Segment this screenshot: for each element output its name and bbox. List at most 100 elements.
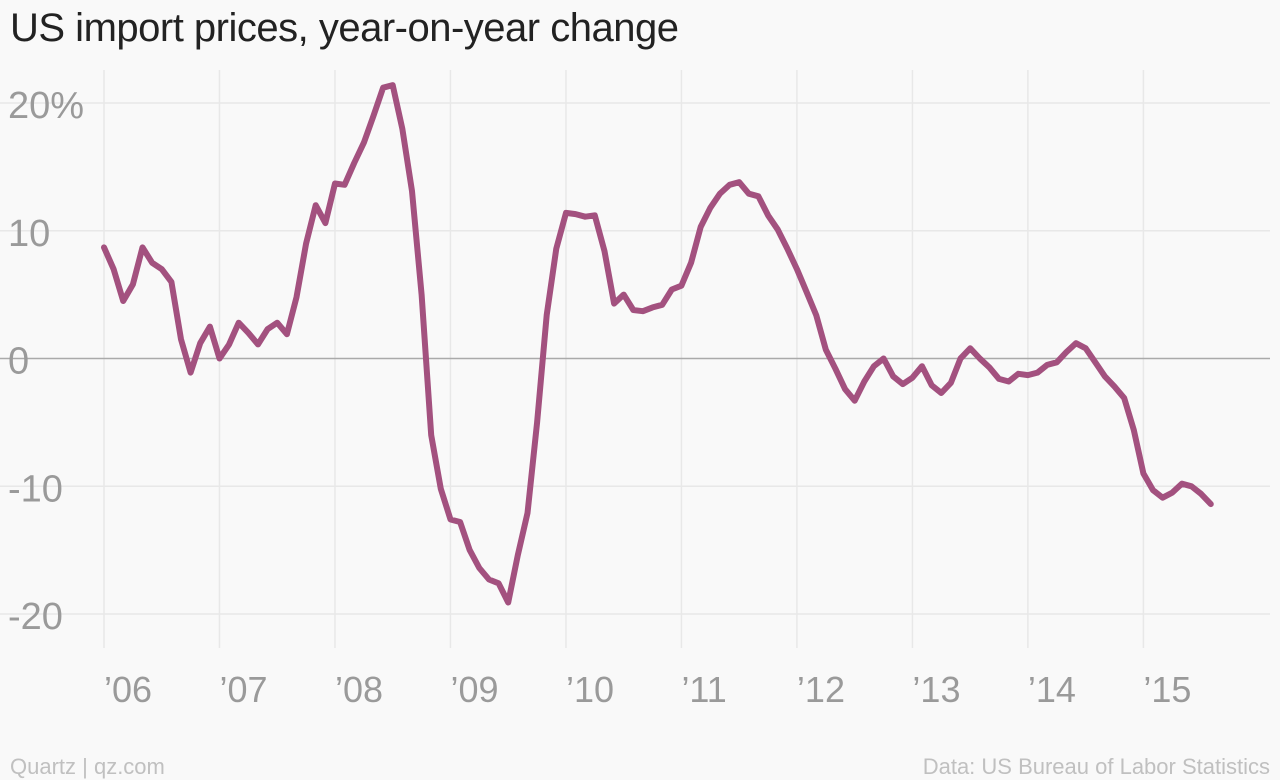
data-point bbox=[1103, 374, 1107, 378]
x-tick-label: ’07 bbox=[219, 669, 267, 710]
data-point bbox=[112, 267, 116, 271]
y-tick-label: 10 bbox=[8, 213, 50, 255]
data-point bbox=[1093, 360, 1097, 364]
data-point bbox=[920, 364, 924, 368]
data-point bbox=[333, 182, 337, 186]
data-point bbox=[1132, 428, 1136, 432]
x-tick-label: ’10 bbox=[566, 669, 614, 710]
data-point bbox=[295, 295, 299, 299]
data-point bbox=[189, 371, 193, 375]
data-point bbox=[930, 383, 934, 387]
data-point bbox=[612, 302, 616, 306]
data-point bbox=[968, 346, 972, 350]
x-tick-label: ’11 bbox=[681, 669, 726, 710]
data-point bbox=[323, 221, 327, 225]
y-tick-label: -20 bbox=[8, 596, 63, 638]
data-point bbox=[150, 261, 154, 265]
data-point bbox=[641, 309, 645, 313]
data-point bbox=[102, 245, 106, 249]
data-point bbox=[882, 357, 886, 361]
data-point bbox=[901, 382, 905, 386]
data-point bbox=[1064, 350, 1068, 354]
data-point bbox=[670, 288, 674, 292]
data-point bbox=[1161, 496, 1165, 500]
data-point bbox=[1055, 360, 1059, 364]
data-point bbox=[160, 267, 164, 271]
data-point bbox=[756, 194, 760, 198]
data-point bbox=[526, 511, 530, 515]
data-point bbox=[516, 553, 520, 557]
data-point bbox=[949, 381, 953, 385]
data-point bbox=[872, 364, 876, 368]
data-point bbox=[603, 249, 607, 253]
data-point bbox=[487, 578, 491, 582]
footer-source: Data: US Bureau of Labor Statistics bbox=[922, 754, 1270, 779]
data-point bbox=[1151, 488, 1155, 492]
data-point bbox=[1113, 385, 1117, 389]
data-point bbox=[1007, 380, 1011, 384]
data-point bbox=[622, 293, 626, 297]
data-point bbox=[718, 192, 722, 196]
data-point bbox=[131, 282, 135, 286]
data-point bbox=[891, 374, 895, 378]
data-point bbox=[554, 247, 558, 251]
data-point bbox=[506, 601, 510, 605]
data-point bbox=[410, 189, 414, 193]
y-tick-label: -10 bbox=[8, 468, 63, 510]
data-point bbox=[747, 192, 751, 196]
axes: ’06 ’07 ’08 ’09 ’10 ’11 ’12 ’13 ’14 ’15 20% 10 0 -10 -… bbox=[8, 85, 1191, 710]
data-point bbox=[545, 313, 549, 317]
data-point bbox=[679, 284, 683, 288]
data-point bbox=[497, 581, 501, 585]
series-layer bbox=[101, 82, 1214, 606]
x-tick-label: ’14 bbox=[1028, 669, 1076, 710]
x-tick-label: ’08 bbox=[335, 669, 383, 710]
data-point bbox=[978, 357, 982, 361]
data-point bbox=[535, 420, 539, 424]
chart-title: US import prices, year-on-year change bbox=[10, 6, 679, 50]
x-tick-label: ’06 bbox=[104, 669, 152, 710]
data-point bbox=[1180, 482, 1184, 486]
data-point bbox=[795, 267, 799, 271]
data-point bbox=[583, 215, 587, 219]
data-point bbox=[458, 520, 462, 524]
data-point bbox=[372, 114, 376, 118]
data-point bbox=[439, 487, 443, 491]
data-point bbox=[833, 367, 837, 371]
data-point bbox=[227, 342, 231, 346]
data-point bbox=[420, 293, 424, 297]
data-point bbox=[400, 127, 404, 131]
data-point bbox=[660, 303, 664, 307]
data-point bbox=[564, 211, 568, 215]
data-point bbox=[449, 518, 453, 522]
x-tick-label: ’12 bbox=[797, 669, 845, 710]
data-point bbox=[766, 213, 770, 217]
data-point bbox=[256, 342, 260, 346]
data-point bbox=[987, 365, 991, 369]
data-point bbox=[689, 261, 693, 265]
data-point bbox=[1084, 346, 1088, 350]
data-point bbox=[198, 341, 202, 345]
data-point bbox=[1045, 363, 1049, 367]
data-point bbox=[477, 566, 481, 570]
data-point bbox=[737, 180, 741, 184]
x-tick-label: ’13 bbox=[912, 669, 960, 710]
data-point bbox=[593, 213, 597, 217]
data-point bbox=[862, 380, 866, 384]
data-point bbox=[1199, 492, 1203, 496]
data-point bbox=[651, 305, 655, 309]
data-point bbox=[843, 387, 847, 391]
data-point bbox=[343, 183, 347, 187]
data-point bbox=[314, 203, 318, 207]
data-point bbox=[708, 206, 712, 210]
data-point bbox=[362, 141, 366, 145]
data-point bbox=[824, 348, 828, 352]
data-point bbox=[814, 313, 818, 317]
data-point bbox=[776, 228, 780, 232]
series-line bbox=[101, 82, 1214, 606]
data-point bbox=[910, 376, 914, 380]
data-point bbox=[266, 327, 270, 331]
x-tick-label: ’09 bbox=[450, 669, 498, 710]
data-point bbox=[208, 325, 212, 329]
